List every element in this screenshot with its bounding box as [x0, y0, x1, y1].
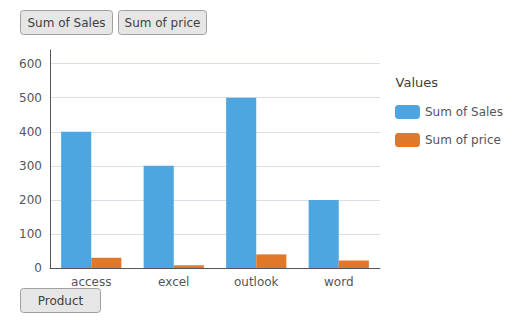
svg-text:Sum of price: Sum of price [425, 133, 501, 147]
svg-text:600: 600 [19, 57, 42, 71]
svg-text:100: 100 [19, 227, 42, 241]
svg-text:Values: Values [396, 75, 439, 90]
svg-text:200: 200 [19, 193, 42, 207]
svg-text:access: access [71, 275, 111, 289]
svg-text:500: 500 [19, 91, 42, 105]
svg-text:0: 0 [34, 261, 42, 275]
svg-text:word: word [324, 275, 354, 289]
svg-text:excel: excel [158, 275, 189, 289]
svg-text:Product: Product [38, 294, 84, 308]
svg-text:outlook: outlook [234, 275, 279, 289]
svg-text:300: 300 [19, 159, 42, 173]
svg-text:Sum of Sales: Sum of Sales [27, 16, 105, 30]
svg-text:Sum of price: Sum of price [125, 16, 201, 30]
svg-text:Sum of Sales: Sum of Sales [425, 105, 503, 119]
svg-text:400: 400 [19, 125, 42, 139]
